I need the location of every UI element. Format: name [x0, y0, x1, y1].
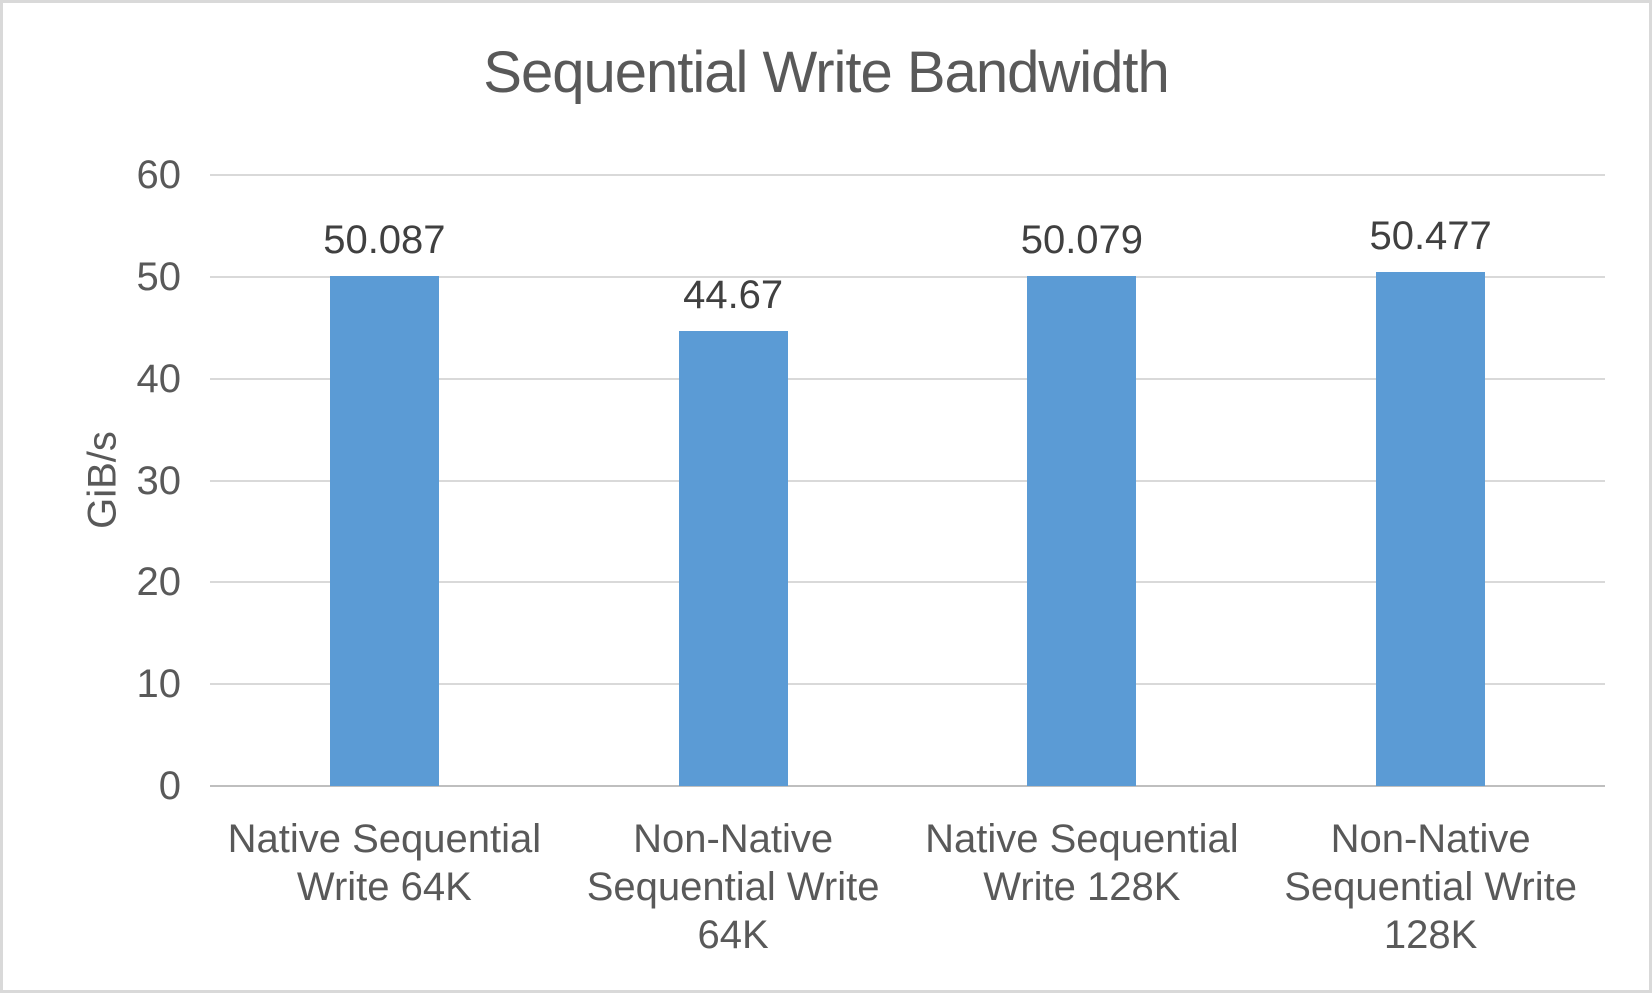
category-label-line: Non-Native — [1330, 817, 1531, 861]
category-label: Native Sequential Write 64K — [210, 815, 559, 911]
category-label: Non-Native Sequential Write 64K — [559, 815, 908, 959]
bar — [678, 331, 788, 786]
category-label: Native Sequential Write 128K — [908, 815, 1257, 911]
bar-data-label: 50.477 — [1369, 213, 1492, 258]
category-label-line: Write 128K — [983, 865, 1181, 909]
x-axis-line — [210, 785, 1605, 787]
y-tick-label: 20 — [136, 560, 182, 605]
category-label: Non-Native Sequential Write 128K — [1256, 815, 1605, 959]
bar-data-label: 50.079 — [1020, 218, 1144, 263]
gridline — [210, 581, 1605, 584]
gridline — [210, 479, 1605, 482]
category-label-line: Sequential Write — [1284, 865, 1577, 909]
gridline — [210, 275, 1605, 278]
category-label-line: 64K — [697, 913, 769, 957]
y-tick-label: 0 — [158, 764, 181, 808]
y-tick-label: 30 — [136, 458, 182, 503]
category-label-line: Native Sequential — [227, 817, 542, 861]
bar — [329, 275, 439, 786]
y-tick-label: 40 — [136, 356, 182, 401]
category-label-line: Non-Native — [633, 817, 834, 861]
category-label-line: Write 64K — [296, 865, 472, 909]
y-tick-label: 10 — [136, 662, 182, 707]
chart-title: Sequential Write Bandwidth — [483, 40, 1169, 105]
bar-data-label: 50.087 — [323, 217, 446, 262]
plot-area: 50.087 44.67 50.079 50.477 — [210, 174, 1605, 787]
gridline — [210, 174, 1605, 176]
category-label-line: Sequential Write — [586, 865, 880, 909]
y-tick-label: 50 — [136, 254, 182, 299]
bar — [1376, 271, 1486, 786]
y-tick-label: 60 — [136, 153, 182, 197]
gridline — [210, 683, 1605, 686]
category-label-line: Native Sequential — [925, 817, 1239, 861]
category-label-line: 128K — [1383, 913, 1478, 957]
bar — [1027, 276, 1137, 786]
bar-data-label: 44.67 — [683, 273, 784, 318]
gridline — [210, 377, 1605, 380]
